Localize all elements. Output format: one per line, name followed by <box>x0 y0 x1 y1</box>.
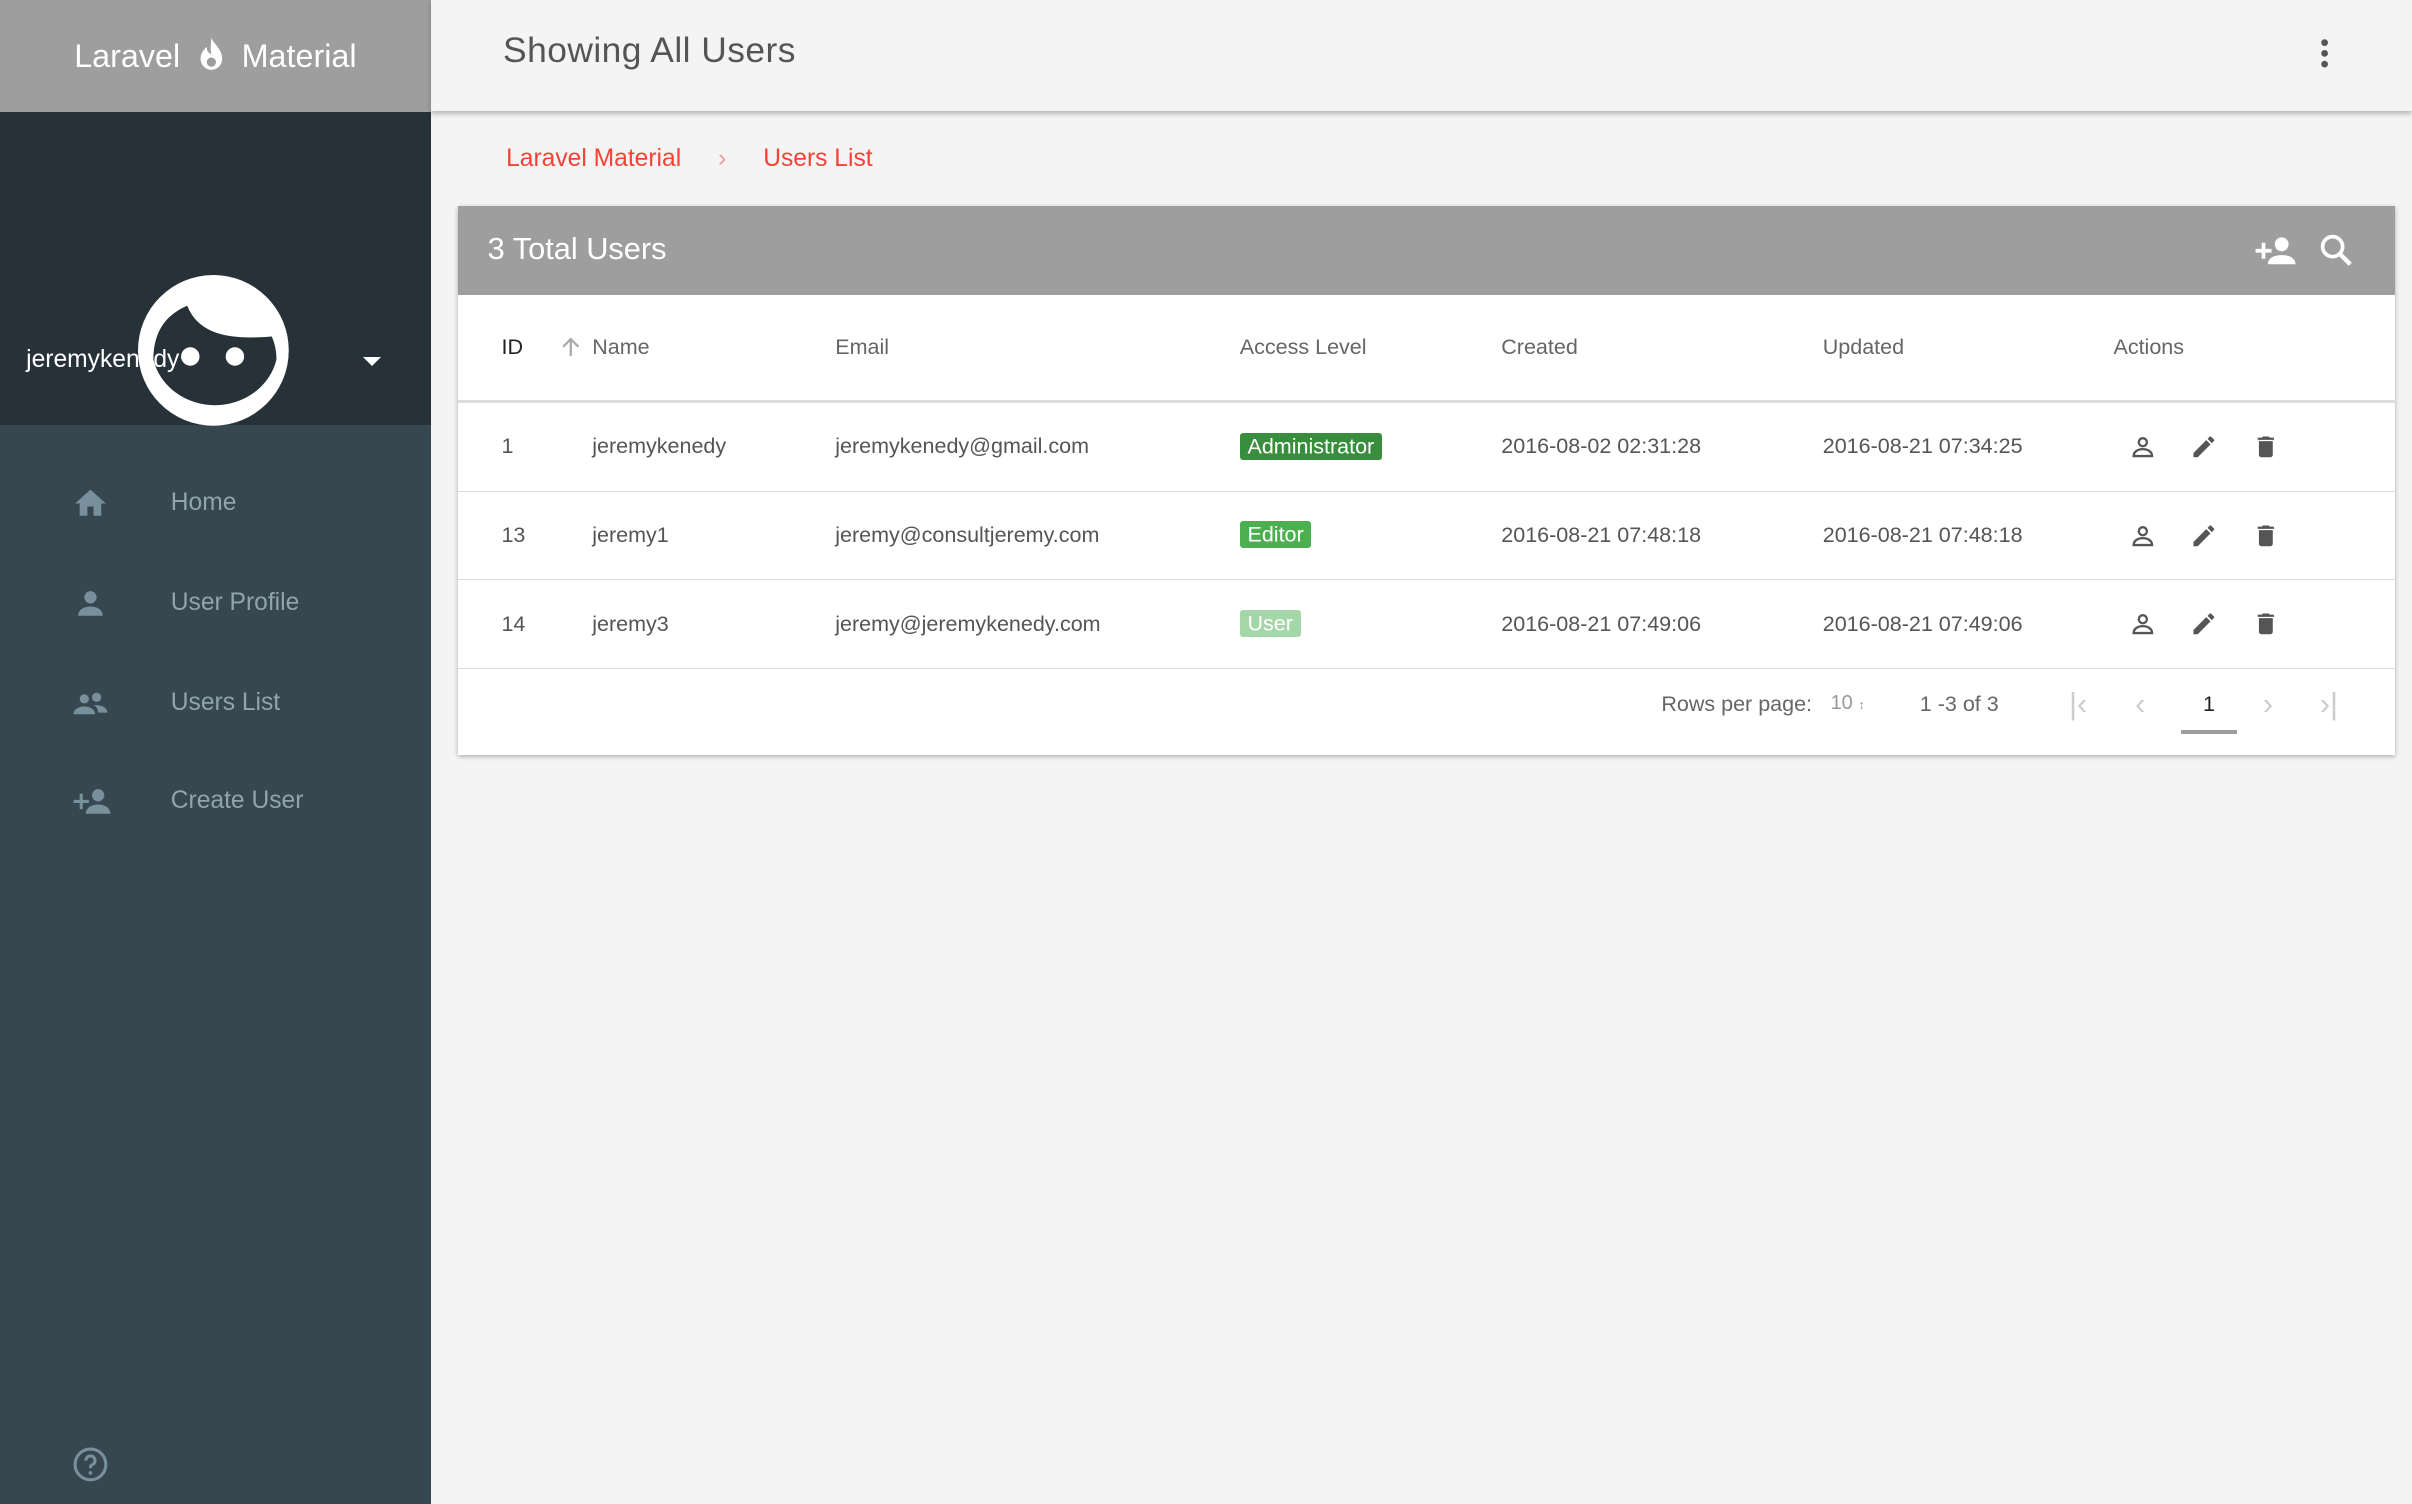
cell-actions <box>2111 401 2396 492</box>
people-icon <box>73 692 108 714</box>
sort-arrows-icon: ↕ <box>1858 698 1865 713</box>
user-profile-panel: jeremykenedy <box>0 112 431 427</box>
breadcrumb: Laravel Material › Users List <box>506 145 873 173</box>
person-add-icon <box>73 789 111 814</box>
cell-email: jeremykenedy@gmail.com <box>833 401 1239 492</box>
cell-updated: 2016-08-21 07:48:18 <box>1821 491 2112 581</box>
sidebar-item-user-profile[interactable]: User Profile <box>0 565 431 642</box>
view-profile-icon[interactable] <box>2129 522 2157 550</box>
top-app-bar: Showing All Users <box>430 0 2412 111</box>
search-icon[interactable] <box>2318 232 2355 269</box>
cell-updated: 2016-08-21 07:49:06 <box>1821 579 2112 669</box>
page-range: 1 -3 of 3 <box>1919 692 1999 717</box>
cell-id: 14 <box>458 579 591 669</box>
table-row: 1 jeremykenedy jeremykenedy@gmail.com Ad… <box>458 401 2396 492</box>
edit-pencil-icon[interactable] <box>2190 610 2218 638</box>
breadcrumb-current[interactable]: Users List <box>763 144 873 172</box>
rows-per-page-value: 10 <box>1830 692 1853 715</box>
cell-created: 2016-08-21 07:49:06 <box>1499 579 1822 669</box>
table-header-row: ID Name Email Access Level Created Updat… <box>458 295 2396 403</box>
cell-id: 13 <box>458 491 591 581</box>
card-header: 3 Total Users <box>458 206 2396 296</box>
edit-pencil-icon[interactable] <box>2190 522 2218 550</box>
view-profile-icon[interactable] <box>2129 433 2157 461</box>
cell-actions <box>2111 491 2396 581</box>
cell-access-level: Administrator <box>1238 401 1500 492</box>
arrow-up-icon[interactable] <box>560 336 582 358</box>
cell-name: jeremy1 <box>590 491 834 581</box>
sidebar-item-label: Create User <box>170 787 304 815</box>
table-row: 13 jeremy1 jeremy@consultjeremy.com Edit… <box>458 491 2396 581</box>
cell-updated: 2016-08-21 07:34:25 <box>1821 401 2112 492</box>
users-card: 3 Total Users ID Name Email Access Level… <box>458 206 2396 756</box>
access-level-badge: Administrator <box>1239 432 1382 460</box>
last-page-icon[interactable]: ›| <box>2319 686 2338 722</box>
sidebar-item-label: Users List <box>170 688 281 716</box>
brand-logo[interactable]: Laravel Material <box>0 0 431 113</box>
sidebar-item-home[interactable]: Home <box>0 465 431 542</box>
column-header-updated[interactable]: Updated <box>1821 295 2112 403</box>
column-header-actions: Actions <box>2111 295 2396 403</box>
user-menu-caret-icon[interactable] <box>363 356 382 366</box>
delete-trash-icon[interactable] <box>2252 522 2280 550</box>
first-page-icon[interactable]: |‹ <box>2069 686 2088 722</box>
cell-email: jeremy@consultjeremy.com <box>833 491 1239 581</box>
view-profile-icon[interactable] <box>2129 610 2157 638</box>
column-header-name[interactable]: Name <box>590 295 834 403</box>
column-header-id[interactable]: ID <box>458 295 591 403</box>
cell-access-level: Editor <box>1238 491 1500 581</box>
edit-pencil-icon[interactable] <box>2190 433 2218 461</box>
sidebar-item-label: Home <box>170 489 237 517</box>
more-vert-icon[interactable] <box>2320 38 2329 69</box>
column-header-access-level[interactable]: Access Level <box>1238 295 1500 403</box>
page-title: Showing All Users <box>503 30 796 70</box>
cell-created: 2016-08-21 07:48:18 <box>1499 491 1822 581</box>
chevron-right-icon: › <box>718 144 727 172</box>
flame-icon <box>200 37 222 70</box>
cell-email: jeremy@jeremykenedy.com <box>833 579 1239 669</box>
rows-per-page-label: Rows per page: <box>1661 692 1813 717</box>
column-header-created[interactable]: Created <box>1499 295 1822 403</box>
cell-name: jeremykenedy <box>590 401 834 492</box>
rows-per-page-select[interactable]: 10 ↕ <box>1831 692 1865 715</box>
cell-access-level: User <box>1238 579 1500 669</box>
next-page-icon[interactable]: › <box>2262 686 2274 722</box>
sidebar: Laravel Material jeremykenedy Home User … <box>0 0 431 1504</box>
cell-name: jeremy3 <box>590 579 834 669</box>
column-header-email[interactable]: Email <box>833 295 1239 403</box>
brand-right: Material <box>241 37 357 74</box>
home-icon <box>75 489 107 516</box>
sidebar-item-label: User Profile <box>170 589 300 616</box>
brand-left: Laravel <box>74 37 181 74</box>
page-1-button[interactable]: 1 <box>2181 692 2237 734</box>
cell-id: 1 <box>458 401 591 492</box>
delete-trash-icon[interactable] <box>2252 433 2280 461</box>
person-add-icon[interactable] <box>2254 232 2297 269</box>
previous-page-icon[interactable]: ‹ <box>2135 686 2146 722</box>
pagination: Rows per page: 10 ↕ 1 -3 of 3 |‹ ‹ 1 › ›… <box>458 671 2395 748</box>
help-icon[interactable] <box>72 1446 109 1483</box>
users-table: ID Name Email Access Level Created Updat… <box>458 295 2396 669</box>
cell-created: 2016-08-02 02:31:28 <box>1499 401 1822 492</box>
breadcrumb-home[interactable]: Laravel Material <box>506 144 682 172</box>
username: jeremykenedy <box>26 346 180 374</box>
sidebar-item-users-list[interactable]: Users List <box>0 665 431 742</box>
access-level-badge: User <box>1239 610 1301 638</box>
column-label: ID <box>501 335 523 360</box>
avatar <box>138 275 290 427</box>
delete-trash-icon[interactable] <box>2252 610 2280 638</box>
access-level-badge: Editor <box>1239 521 1312 549</box>
person-icon <box>78 590 104 616</box>
cell-actions <box>2111 579 2396 669</box>
sidebar-item-create-user[interactable]: Create User <box>0 763 431 840</box>
card-title: 3 Total Users <box>487 230 667 266</box>
table-row: 14 jeremy3 jeremy@jeremykenedy.com User … <box>458 579 2396 669</box>
